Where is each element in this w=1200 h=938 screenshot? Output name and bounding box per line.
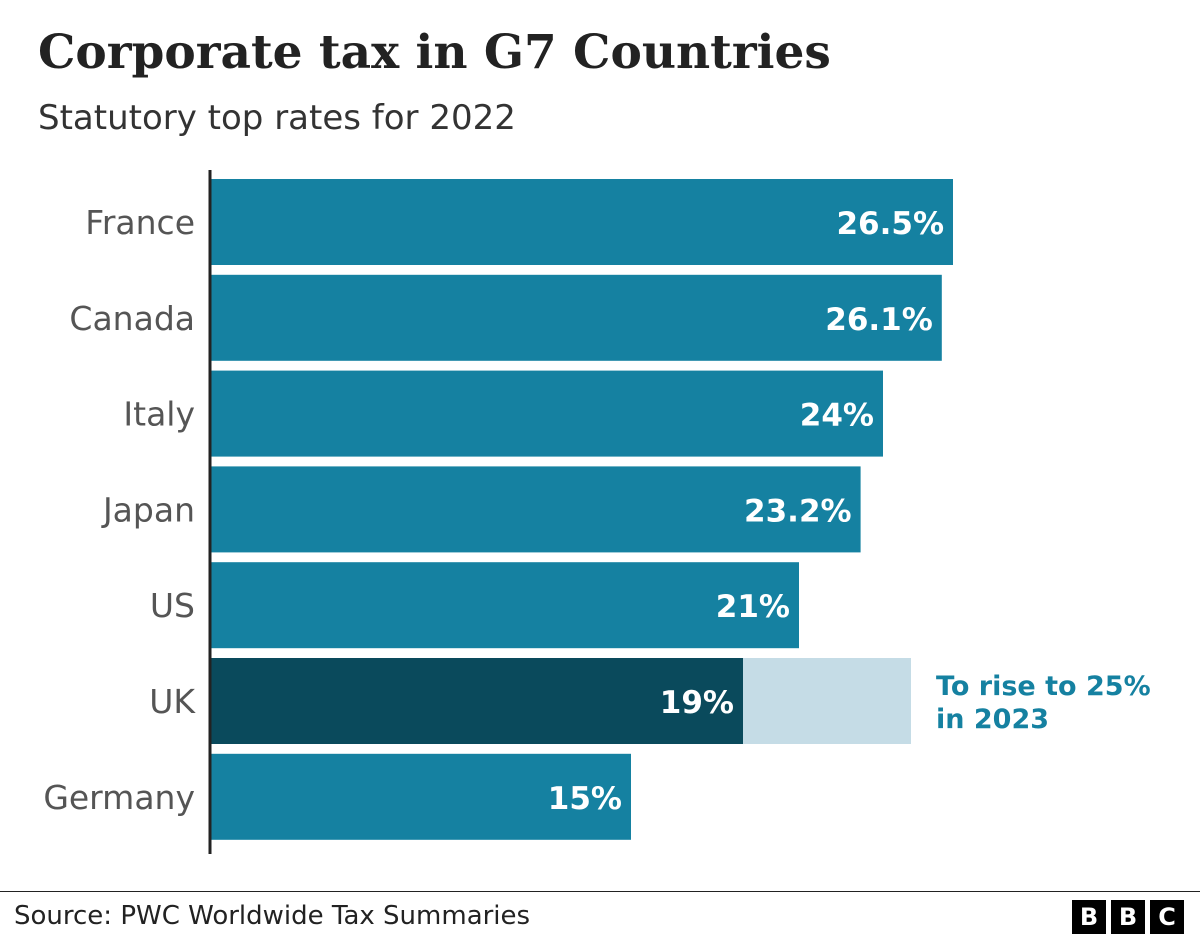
bar <box>211 370 883 457</box>
bbc-logo: B B C <box>1072 900 1184 934</box>
category-label: France <box>85 203 195 242</box>
footer-divider <box>0 891 1200 892</box>
bar <box>211 658 743 744</box>
category-label: US <box>150 586 195 625</box>
annotation-text: To rise to 25% <box>936 671 1151 702</box>
source-note: Source: PWC Worldwide Tax Summaries <box>14 901 531 931</box>
category-label: Germany <box>43 778 195 817</box>
logo-letter-b1: B <box>1072 900 1106 934</box>
category-label: Japan <box>101 490 195 529</box>
data-label: 26.1% <box>825 302 933 338</box>
bar <box>211 179 953 265</box>
category-label: UK <box>149 682 196 721</box>
bar <box>211 466 861 553</box>
chart-subtitle: Statutory top rates for 2022 <box>38 98 516 138</box>
projection-bar <box>743 658 911 744</box>
bar <box>211 753 631 840</box>
category-label: Canada <box>69 299 195 338</box>
bar <box>211 274 942 361</box>
logo-letter-c: C <box>1150 900 1184 934</box>
bar <box>211 562 799 649</box>
data-label: 24% <box>800 398 874 434</box>
data-label: 23.2% <box>744 493 852 529</box>
annotation-text: in 2023 <box>936 704 1049 735</box>
data-label: 15% <box>548 781 622 817</box>
chart-title: Corporate tax in G7 Countries <box>38 25 831 80</box>
data-label: 26.5% <box>836 206 944 242</box>
logo-letter-b2: B <box>1111 900 1145 934</box>
bar-chart: 26.5% France 26.1% Canada 24% Italy 23.2% Japan… <box>43 170 1151 854</box>
category-label: Italy <box>123 395 195 434</box>
data-label: 19% <box>660 685 734 721</box>
data-label: 21% <box>716 589 790 625</box>
